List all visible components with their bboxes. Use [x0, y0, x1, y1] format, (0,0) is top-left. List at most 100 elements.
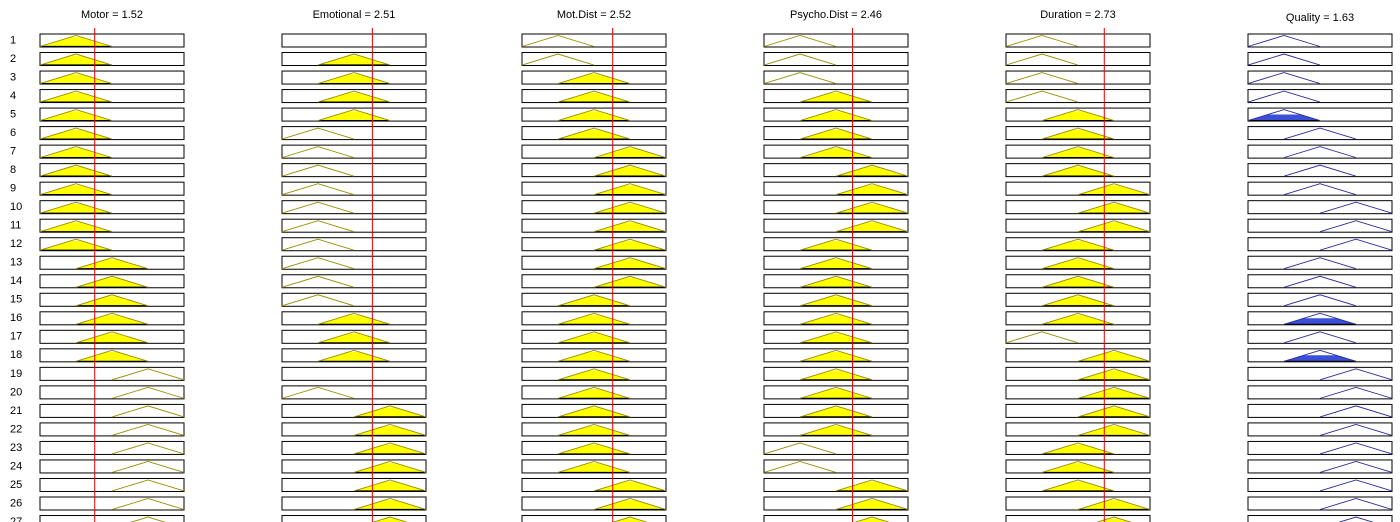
mf-box: [1247, 218, 1393, 233]
mf-triangle: [281, 146, 355, 159]
mf-triangle: [557, 460, 631, 473]
mf-triangle: [39, 53, 113, 66]
mf-fill: [558, 92, 630, 103]
mf-triangle: [1041, 294, 1115, 307]
mf-triangle: [281, 257, 355, 270]
mf-triangle: [799, 238, 873, 251]
mf-fill: [594, 148, 666, 158]
mf-box: [1005, 70, 1151, 85]
mf-box: [1247, 163, 1393, 178]
mf-triangle: [1247, 90, 1321, 103]
mf-triangle: [111, 498, 185, 510]
mf-fill: [1042, 166, 1114, 177]
mf-triangle: [1077, 368, 1151, 381]
mf-triangle: [1005, 53, 1079, 66]
mf-triangle: [39, 109, 113, 122]
mf-triangle: [1319, 460, 1393, 473]
mf-fill: [40, 185, 112, 195]
mf-fill: [40, 148, 112, 158]
mf-triangle: [75, 294, 149, 307]
mf-box: [281, 181, 427, 196]
mf-triangle: [1077, 386, 1151, 399]
mf-triangle: [521, 53, 595, 66]
mf-fill: [800, 148, 872, 158]
mf-fill: [594, 222, 666, 232]
mf-box: [521, 33, 667, 48]
mf-fill: [558, 426, 630, 436]
column-title: Motor = 1.52: [81, 9, 143, 21]
mf-triangle: [557, 349, 631, 362]
column-title: Quality = 1.63: [1286, 12, 1354, 24]
rule-number: 21: [10, 405, 22, 417]
mf-triangle: [557, 294, 631, 307]
rule-number: 20: [10, 386, 22, 398]
mf-box: [763, 459, 909, 474]
mf-fill: [800, 333, 872, 343]
rule-number: 6: [10, 127, 16, 139]
mf-triangle: [111, 405, 185, 418]
mf-triangle: [1319, 405, 1393, 418]
mf-box: [281, 292, 427, 307]
mf-box: [1247, 422, 1393, 437]
mf-box: [1005, 515, 1151, 522]
mf-triangle: [281, 164, 355, 177]
mf-triangle: [1283, 183, 1357, 196]
mf-triangle: [557, 423, 631, 436]
mf-triangle: [353, 479, 427, 492]
mf-fill: [1078, 222, 1150, 232]
mf-triangle: [39, 35, 113, 47]
mf-fill: [800, 314, 872, 325]
mf-triangle: [1319, 238, 1393, 251]
mf-triangle: [1077, 183, 1151, 196]
mf-fill: [1042, 259, 1114, 269]
rule-number: 25: [10, 479, 22, 491]
mf-triangle: [593, 201, 667, 214]
mf-box: [281, 163, 427, 178]
mf-box: [281, 218, 427, 233]
mf-triangle: [799, 275, 873, 288]
mf-fill: [594, 259, 666, 269]
mf-fill: [40, 92, 112, 103]
mf-fill: [40, 203, 112, 214]
mf-box: [281, 385, 427, 400]
mf-triangle: [799, 312, 873, 325]
mf-fill: [836, 203, 908, 214]
mf-triangle: [281, 220, 355, 233]
mf-triangle: [1247, 35, 1321, 47]
mf-triangle: [763, 72, 837, 84]
mf-triangle: [1005, 35, 1079, 47]
mf-box: [1247, 515, 1393, 522]
mf-box: [521, 52, 667, 67]
mf-triangle: [1319, 220, 1393, 233]
mf-triangle: [1247, 53, 1321, 66]
mf-triangle: [1283, 312, 1357, 325]
mf-triangle: [39, 164, 113, 177]
mf-fill: [1042, 148, 1114, 158]
mf-triangle: [75, 331, 149, 344]
mf-fill: [800, 277, 872, 288]
mf-fill: [1042, 296, 1114, 306]
mf-box: [39, 440, 185, 455]
mf-box: [39, 459, 185, 474]
mf-fill: [40, 166, 112, 177]
mf-fill: [40, 55, 112, 66]
mf-fill: [836, 166, 908, 177]
mf-triangle: [372, 516, 408, 522]
column-title: Duration = 2.73: [1040, 9, 1116, 21]
mf-triangle: [1319, 386, 1393, 399]
mf-fill: [76, 314, 148, 325]
mf-box: [1247, 274, 1393, 289]
mf-fill: [1284, 318, 1356, 325]
mf-triangle: [557, 331, 631, 344]
mf-triangle: [1319, 479, 1393, 492]
mf-fill: [558, 407, 630, 417]
mf-fill: [558, 444, 630, 454]
mf-fill: [613, 518, 647, 522]
mf-box: [39, 422, 185, 437]
mf-box: [39, 403, 185, 418]
mf-triangle: [1319, 442, 1393, 455]
mf-triangle: [111, 423, 185, 436]
mf-fill: [800, 240, 872, 251]
mf-triangle: [799, 127, 873, 140]
mf-box: [763, 515, 909, 522]
